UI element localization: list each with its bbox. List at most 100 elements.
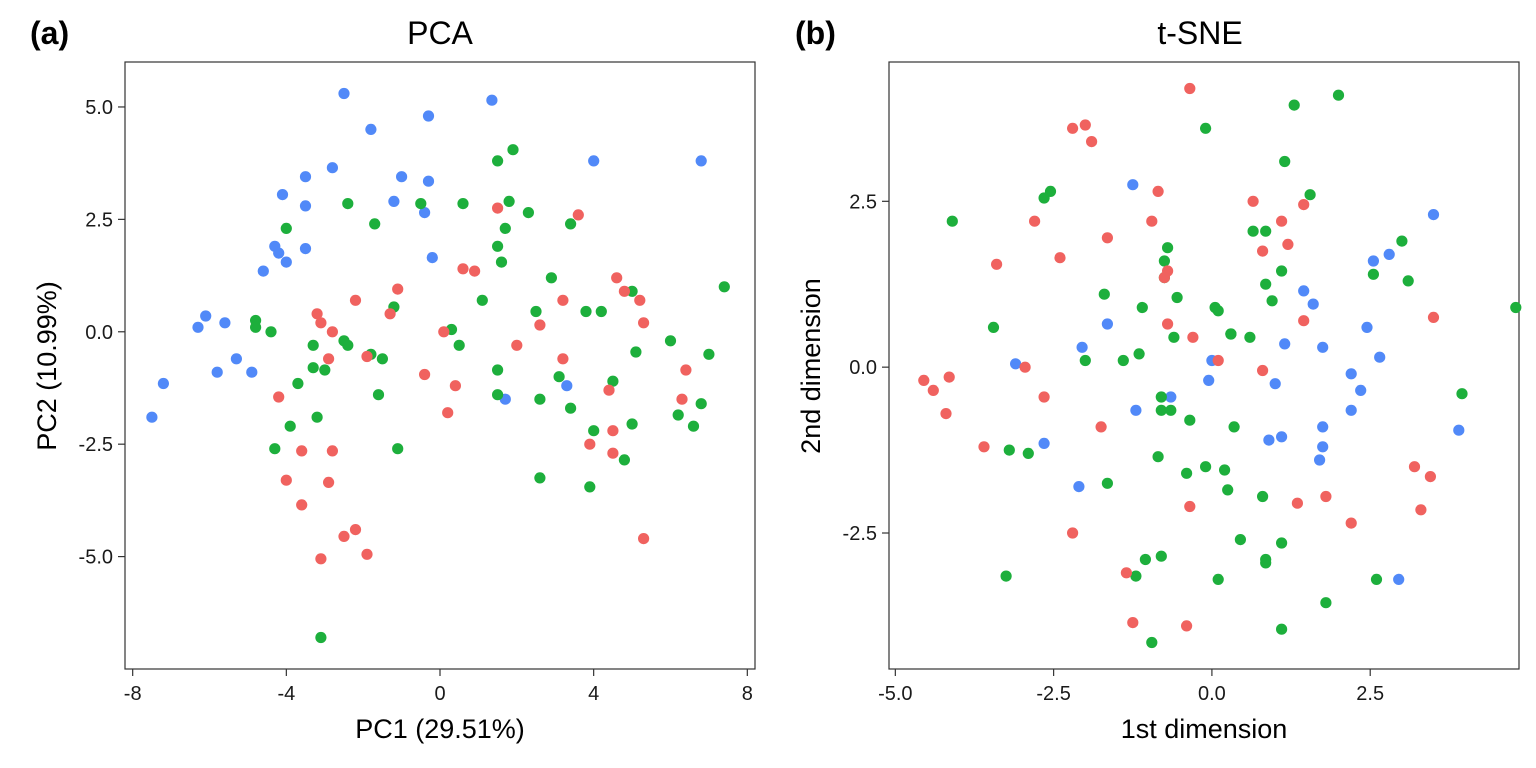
panel-b-point-red-34	[1291, 497, 1303, 509]
panel-a-point-green-16	[476, 294, 488, 306]
panel-b-point-green-50	[1139, 553, 1151, 566]
panel-a-point-red-22	[419, 368, 431, 381]
panel-b-point-green-43	[1200, 461, 1212, 473]
panel-b-point-green-46	[1222, 484, 1234, 496]
panel-b-point-blue-4	[1298, 285, 1310, 297]
panel-a-point-green-36	[492, 364, 504, 376]
panel-a-point-green-13	[545, 272, 558, 284]
panel-a-tag: (a)	[30, 15, 69, 51]
panel-b-point-red-41	[1181, 620, 1193, 632]
panel-b-y-axis: 2.5 0.0 -2.5	[843, 191, 889, 545]
panel-b-point-blue-16	[1345, 368, 1357, 380]
panel-a-title: PCA	[407, 15, 473, 51]
panel-a-pca: (a) PCA -8 -4 0 4 8 5.0 2.5 0.0 -2.5 -5.0 PC1 (2…	[30, 15, 756, 744]
panel-a-point-blue-28	[561, 380, 573, 392]
panel-a-point-red-9	[349, 294, 362, 306]
panel-b-point-red-31	[1408, 461, 1421, 473]
panel-b-point-red-22	[1019, 361, 1031, 373]
panel-b-point-green-32	[1079, 354, 1091, 367]
panel-a-point-blue-13	[419, 207, 431, 219]
panel-b-point-blue-1	[1427, 209, 1440, 221]
panel-b-point-green-34	[1155, 391, 1167, 403]
panel-a-point-green-46	[311, 411, 323, 423]
panel-a-point-blue-6	[396, 171, 408, 183]
panel-a-point-red-21	[680, 364, 692, 376]
panel-a-y-axis-title: PC2 (10.99%)	[32, 281, 62, 451]
panel-b-point-blue-19	[1130, 404, 1142, 416]
panel-b-point-blue-2	[1383, 248, 1395, 260]
panel-b-point-green-13	[1276, 265, 1288, 277]
panel-b-point-red-36	[1415, 504, 1427, 516]
panel-b-point-blue-9	[1317, 341, 1329, 353]
panel-a-point-green-47	[626, 418, 638, 430]
panel-a-point-green-41	[492, 389, 504, 401]
panel-a-point-blue-5	[299, 171, 312, 183]
panel-a-point-green-38	[607, 375, 619, 387]
panel-a-point-green-0	[507, 144, 519, 156]
panel-a-point-green-43	[565, 402, 577, 414]
panel-a-x-tick-label: 8	[742, 683, 753, 705]
panel-b-point-blue-17	[1355, 384, 1367, 396]
panel-a-point-green-26	[342, 339, 354, 351]
panel-a-point-green-50	[588, 425, 600, 437]
panel-b-point-red-9	[1276, 215, 1288, 227]
panel-a-point-green-40	[372, 389, 385, 401]
panel-b-point-red-23	[1257, 364, 1269, 377]
panel-b-point-green-6	[1304, 189, 1316, 201]
panel-b-point-green-11	[1396, 235, 1408, 247]
panel-a-point-blue-15	[273, 247, 285, 259]
panel-a-point-green-7	[522, 207, 535, 219]
panel-b-points	[918, 82, 1522, 649]
panel-b-point-green-14	[1367, 268, 1379, 280]
panel-b-point-red-12	[1257, 245, 1269, 257]
panel-a-point-green-37	[553, 371, 565, 383]
panel-b-x-tick-label: -5.0	[878, 683, 912, 705]
panel-a-point-green-28	[453, 339, 465, 351]
panel-a-point-red-34	[323, 476, 335, 488]
panel-a-point-red-38	[361, 548, 373, 560]
panel-b-point-red-13	[1054, 252, 1066, 264]
panel-a-y-tick-label: 5.0	[85, 97, 113, 119]
panel-b-point-green-33	[1456, 388, 1468, 400]
panel-b-point-blue-21	[1317, 421, 1329, 433]
panel-b-point-green-23	[1212, 305, 1224, 317]
panel-b-point-red-6	[1298, 199, 1310, 211]
panel-b-point-green-30	[1133, 348, 1145, 360]
panel-a-y-tick-label: -2.5	[79, 434, 113, 456]
panel-b-point-green-41	[1003, 444, 1015, 456]
panel-a-point-red-28	[607, 425, 619, 437]
panel-a-point-red-12	[326, 326, 338, 338]
panel-b-point-blue-20	[1345, 404, 1357, 416]
panel-b-point-green-60	[1276, 623, 1288, 635]
panel-a-y-tick-label: -5.0	[79, 547, 113, 569]
panel-a-x-tick-label: -8	[124, 683, 142, 705]
panel-a-point-green-19	[580, 305, 592, 318]
panel-a-point-blue-2	[365, 123, 377, 135]
panel-a-point-blue-16	[299, 243, 312, 255]
panel-b-point-green-24	[1510, 301, 1522, 314]
panel-b-point-blue-22	[1453, 424, 1465, 436]
panel-b-point-blue-29	[1393, 573, 1405, 586]
panel-b-point-blue-15	[1269, 378, 1281, 390]
panel-a-x-tick-label: 0	[434, 683, 445, 705]
panel-b-point-green-27	[1168, 331, 1180, 343]
panel-b-y-tick-label: 0.0	[849, 357, 877, 379]
panel-b-point-red-18	[1298, 315, 1310, 327]
panel-a-point-blue-19	[426, 252, 438, 264]
panel-a-point-blue-23	[230, 353, 242, 365]
panel-b-point-red-30	[978, 441, 990, 453]
panel-b-point-green-12	[1158, 255, 1170, 267]
panel-a-point-green-32	[630, 346, 642, 358]
panel-b-point-red-37	[1345, 517, 1357, 529]
panel-a-point-red-7	[557, 294, 569, 306]
panel-a-point-blue-27	[146, 411, 158, 423]
panel-b-title: t-SNE	[1157, 15, 1242, 51]
panel-a-point-red-5	[618, 285, 631, 297]
panel-a-point-red-15	[638, 317, 650, 329]
panel-a-point-green-54	[534, 472, 546, 484]
panel-b-point-green-1	[1332, 89, 1345, 101]
panel-b-point-blue-23	[1263, 434, 1275, 446]
panel-a-point-green-33	[703, 348, 715, 360]
panel-b-point-green-20	[1266, 295, 1278, 307]
